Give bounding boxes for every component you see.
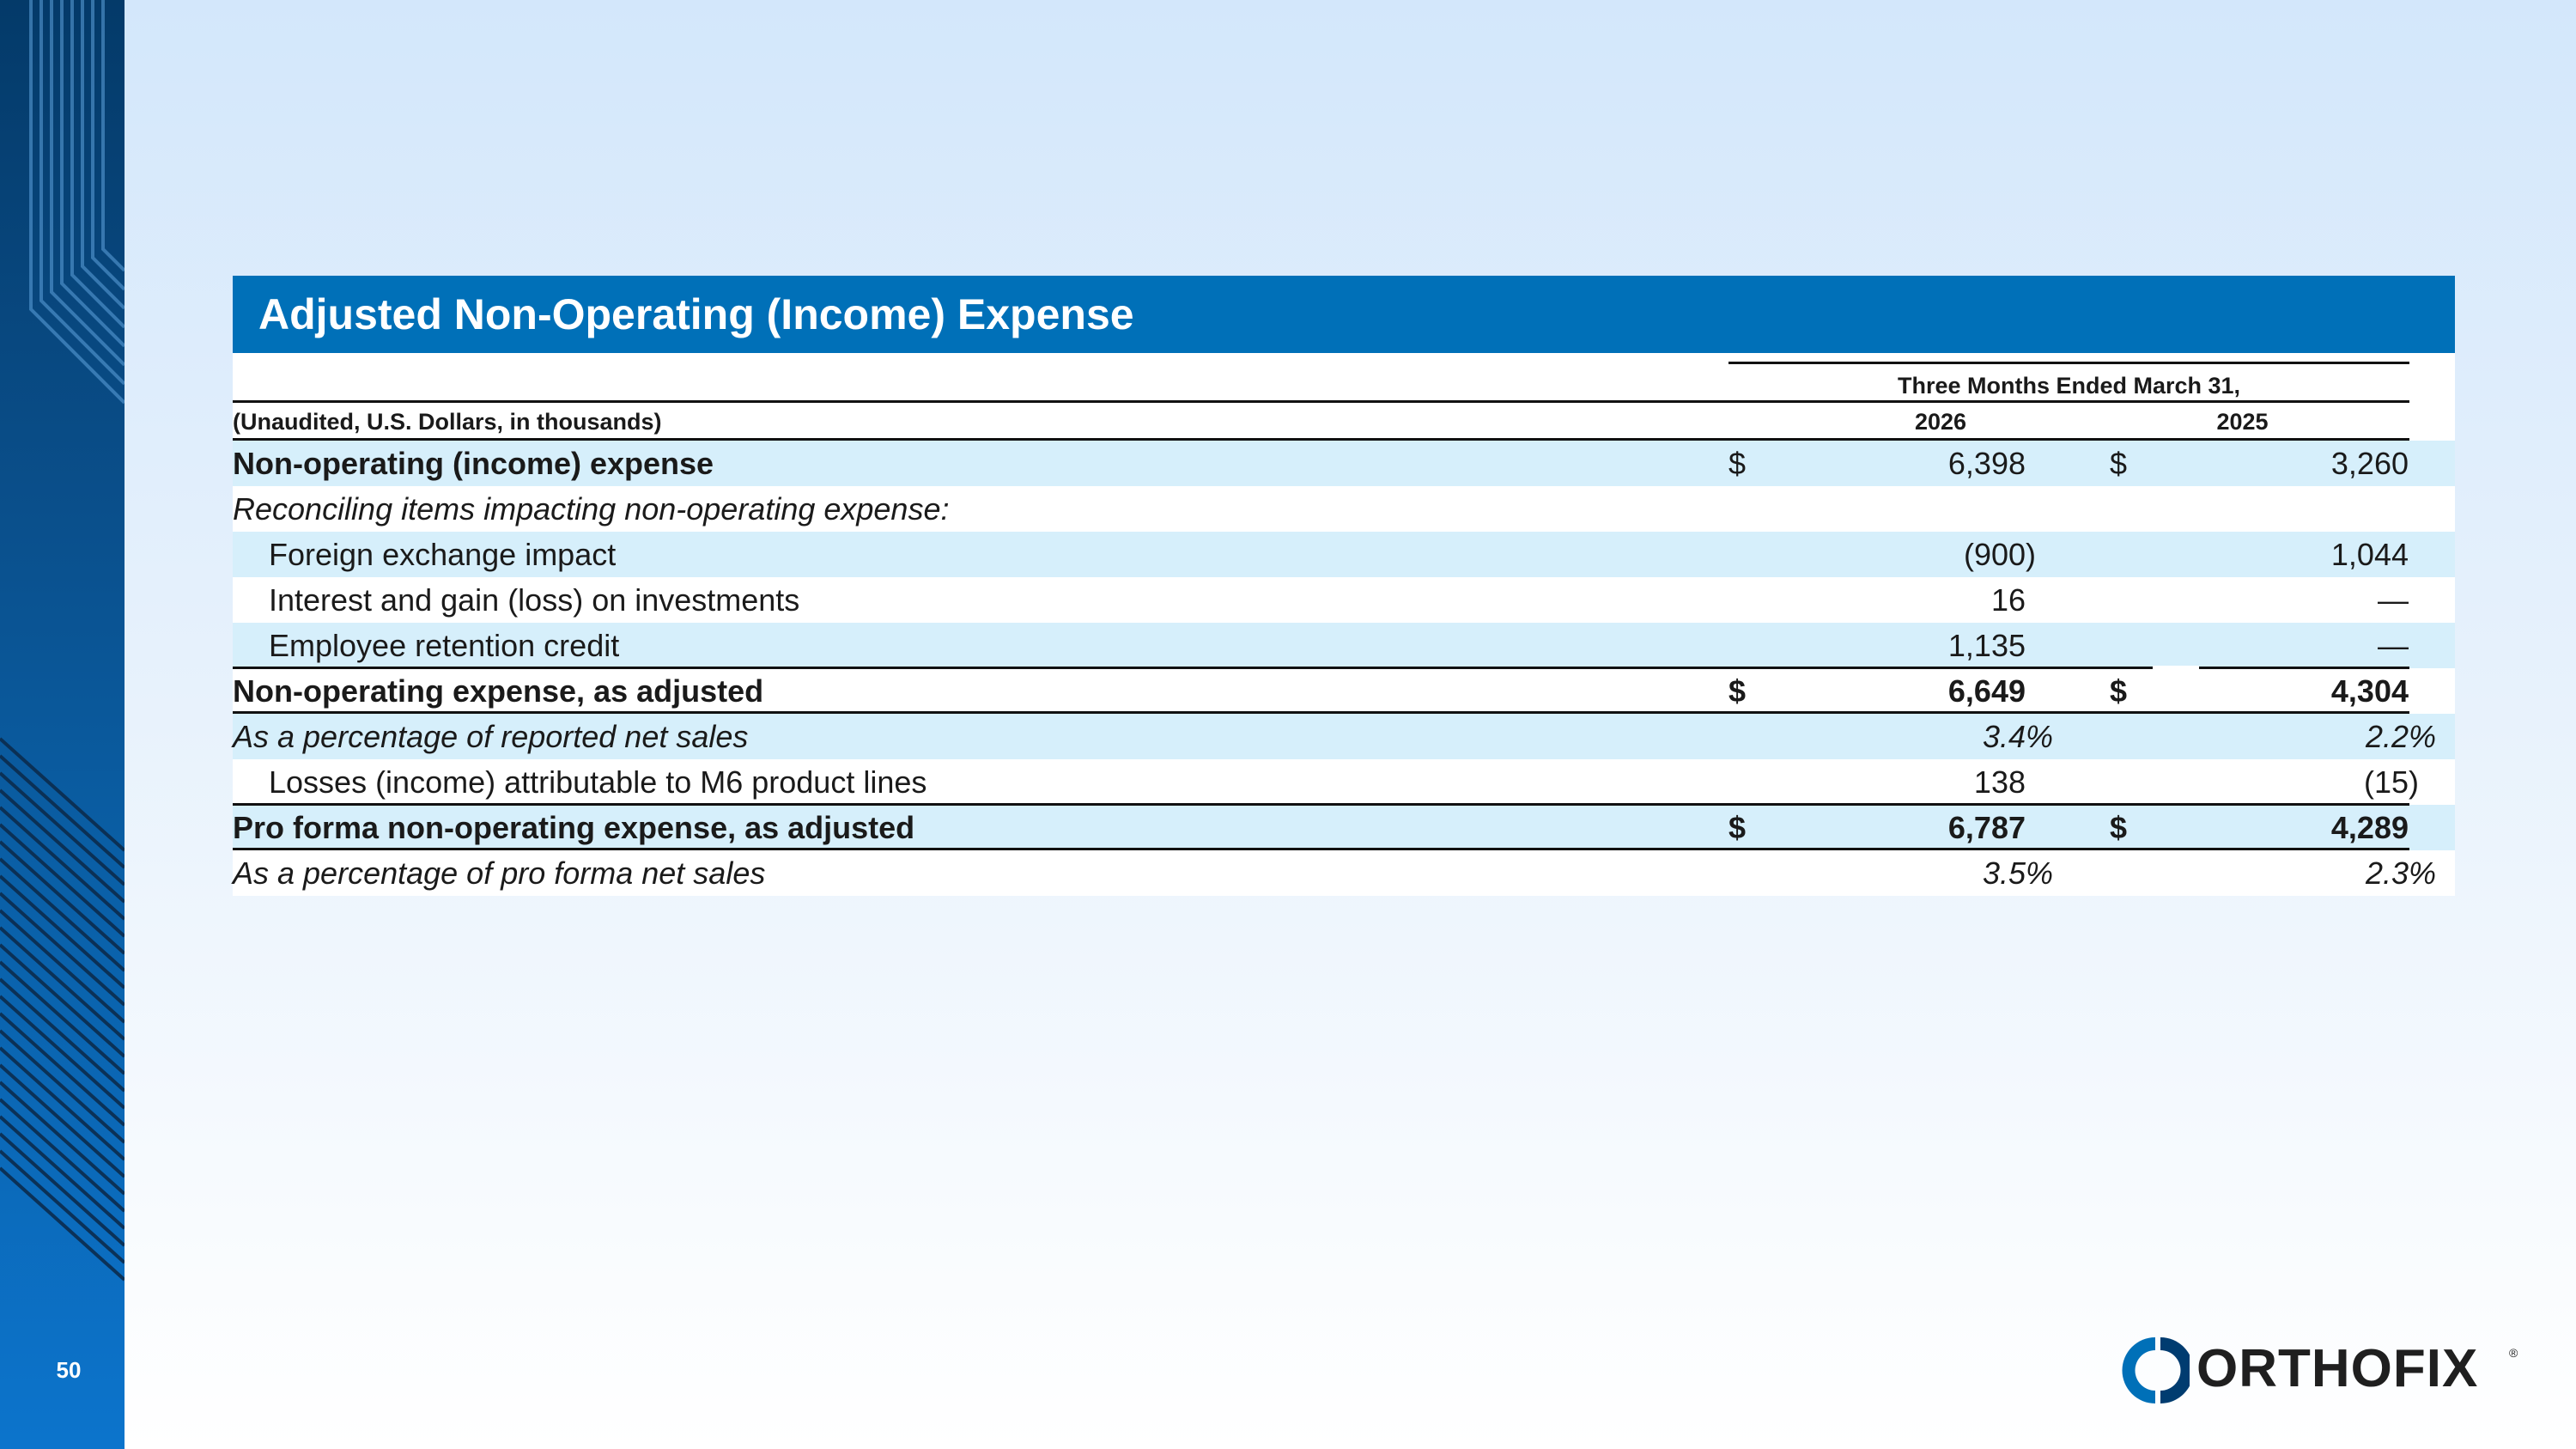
currency-symbol: $ (1728, 810, 1747, 845)
value-2026: 3.5% (1982, 855, 2053, 891)
table-row: As a percentage of reported net sales 3.… (233, 714, 2455, 759)
value-2026: 6,787 (1947, 810, 2026, 845)
table-row: Pro forma non-operating expense, as adju… (233, 803, 2455, 854)
table-row: Reconciling items impacting non-operatin… (233, 486, 2455, 532)
rule-gap (2153, 666, 2199, 674)
registered-mark: ® (2509, 1346, 2518, 1360)
header-rule (233, 400, 2409, 403)
currency-symbol: $ (1728, 673, 1747, 709)
value-2026: 6,649 (1947, 673, 2026, 709)
table-row: Interest and gain (loss) on investments … (233, 577, 2455, 623)
year-2026-header: 2026 (1914, 409, 1967, 435)
subtotal-rule (233, 667, 2409, 669)
table-row: Non-operating (income) expense $ 6,398 $… (233, 441, 2455, 486)
company-logo: ORTHOFIX ® (2121, 1334, 2518, 1407)
currency-symbol: $ (2110, 810, 2128, 845)
row-label: Employee retention credit (269, 628, 620, 663)
value-2026: 3.4% (1982, 719, 2053, 754)
row-label: Reconciling items impacting non-operatin… (233, 491, 950, 527)
financial-table: Adjusted Non-Operating (Income) Expense … (233, 276, 2455, 896)
value-2025: — (2378, 582, 2409, 618)
value-2025: 4,289 (2330, 810, 2409, 845)
header-bottom-rule (233, 438, 1728, 441)
table-row: Foreign exchange impact (900) 1,044 (233, 532, 2455, 577)
value-2025: 2.3% (2365, 855, 2436, 891)
value-2025: 4,304 (2330, 673, 2409, 709)
value-2026: 138 (1973, 764, 2026, 800)
row-label: Losses (income) attributable to M6 produ… (269, 764, 927, 800)
value-2025: 2.2% (2365, 719, 2436, 754)
row-label: Foreign exchange impact (269, 537, 617, 572)
year-2025-header: 2025 (2216, 409, 2269, 435)
row-label: As a percentage of pro forma net sales (233, 855, 766, 891)
logo-mark-icon (2122, 1337, 2190, 1403)
value-2026: (900) (1963, 537, 2036, 572)
table-title: Adjusted Non-Operating (Income) Expense (233, 276, 2455, 357)
table-row: Losses (income) attributable to M6 produ… (233, 759, 2455, 805)
row-label: Interest and gain (loss) on investments (269, 582, 800, 618)
table-header: Three Months Ended March 31, (Unaudited,… (233, 357, 2455, 441)
table-row: As a percentage of pro forma net sales 3… (233, 850, 2455, 896)
row-label: Pro forma non-operating expense, as adju… (233, 810, 915, 845)
value-2026: 1,135 (1947, 628, 2026, 663)
currency-symbol: $ (2110, 446, 2128, 481)
circuit-lines-graphic (0, 0, 125, 1282)
table-row: Employee retention credit 1,135 — (233, 623, 2455, 668)
period-rule (1728, 362, 2409, 364)
row-label: Non-operating expense, as adjusted (233, 673, 764, 709)
period-header: Three Months Ended March 31, (1897, 373, 2241, 399)
table-row: Non-operating expense, as adjusted $ 6,6… (233, 666, 2455, 717)
currency-symbol: $ (1728, 446, 1747, 481)
logo-wordmark: ORTHOFIX (2196, 1339, 2479, 1398)
unit-label: (Unaudited, U.S. Dollars, in thousands) (233, 409, 662, 435)
value-2026: 6,398 (1947, 446, 2026, 481)
value-2025: 3,260 (2330, 446, 2409, 481)
row-label: Non-operating (income) expense (233, 446, 714, 481)
value-2025: 1,044 (2330, 537, 2409, 572)
page-number: 50 (56, 1357, 82, 1383)
value-2025: (15) (2363, 764, 2419, 800)
value-2026: 16 (1990, 582, 2026, 618)
year-2026-rule (1728, 438, 2153, 441)
sidebar-decoration (0, 0, 125, 1449)
row-label: As a percentage of reported net sales (233, 719, 749, 754)
currency-symbol: $ (2110, 673, 2128, 709)
value-2025: — (2378, 628, 2409, 663)
subtotal-rule (233, 803, 2409, 806)
year-2025-rule (2075, 438, 2409, 441)
